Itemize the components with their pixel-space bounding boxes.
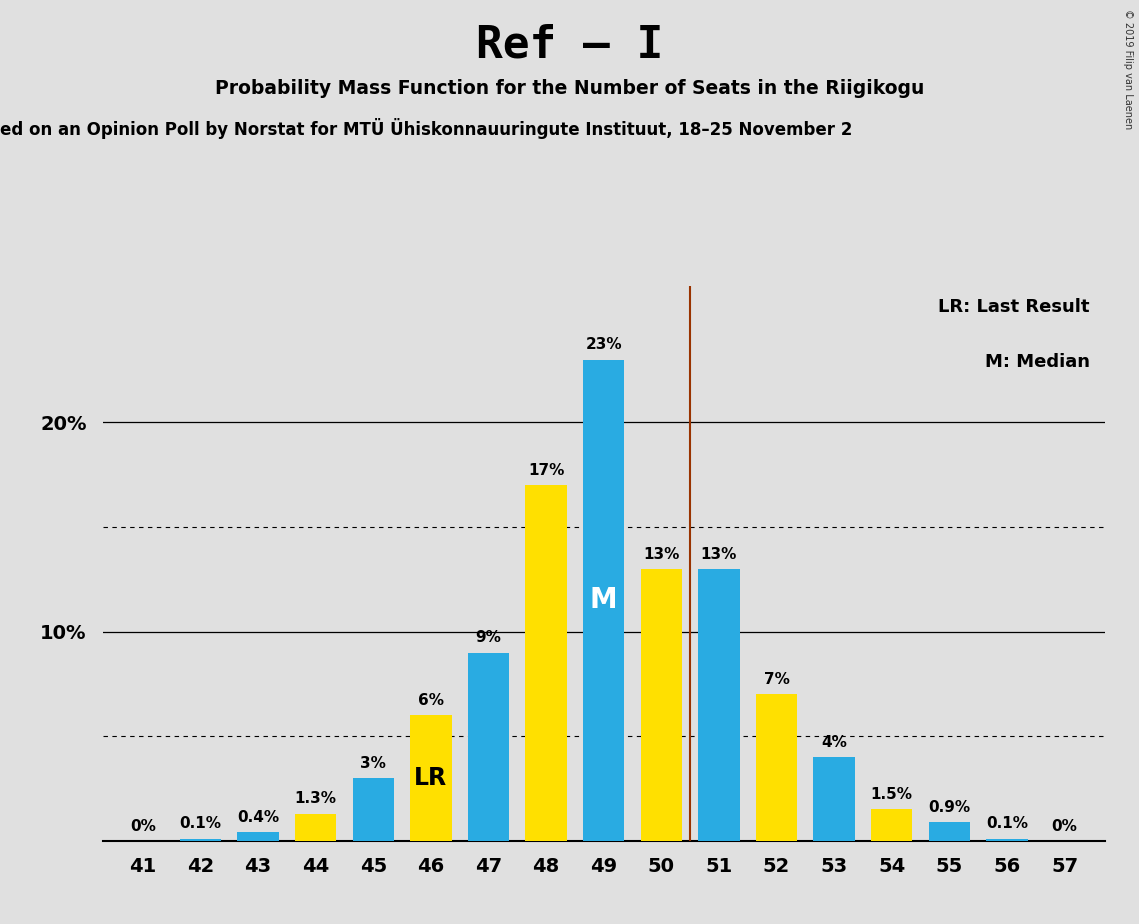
Text: 4%: 4% [821, 735, 847, 750]
Bar [295, 814, 336, 841]
Text: 3%: 3% [360, 756, 386, 771]
Text: 1.5%: 1.5% [870, 787, 912, 802]
Bar [410, 715, 451, 841]
Text: M: Median: M: Median [985, 353, 1090, 371]
Text: 13%: 13% [644, 547, 680, 562]
Text: ed on an Opinion Poll by Norstat for MTÜ Ühiskonnauuringute Instituut, 18–25 Nov: ed on an Opinion Poll by Norstat for MTÜ… [0, 118, 852, 140]
Text: 0.9%: 0.9% [928, 799, 970, 815]
Bar [525, 485, 567, 841]
Text: 23%: 23% [585, 337, 622, 352]
Text: 6%: 6% [418, 693, 444, 708]
Text: 0.1%: 0.1% [180, 817, 221, 832]
Text: 0.4%: 0.4% [237, 810, 279, 825]
Text: 0%: 0% [1051, 819, 1077, 833]
Bar [986, 839, 1027, 841]
Bar [352, 778, 394, 841]
Text: 9%: 9% [475, 630, 501, 645]
Bar [640, 569, 682, 841]
Bar [928, 822, 970, 841]
Bar [468, 652, 509, 841]
Bar [583, 359, 624, 841]
Text: 13%: 13% [700, 547, 737, 562]
Text: Ref – I: Ref – I [476, 23, 663, 67]
Bar [237, 833, 279, 841]
Text: 1.3%: 1.3% [295, 791, 337, 807]
Bar [756, 695, 797, 841]
Bar [813, 757, 855, 841]
Text: 7%: 7% [763, 672, 789, 687]
Text: © 2019 Filip van Laenen: © 2019 Filip van Laenen [1123, 9, 1133, 129]
Text: M: M [590, 586, 617, 614]
Text: 0.1%: 0.1% [986, 817, 1027, 832]
Bar [180, 839, 221, 841]
Text: 0%: 0% [130, 819, 156, 833]
Bar [871, 809, 912, 841]
Text: LR: Last Result: LR: Last Result [939, 298, 1090, 315]
Text: LR: LR [415, 766, 448, 790]
Text: Probability Mass Function for the Number of Seats in the Riigikogu: Probability Mass Function for the Number… [215, 79, 924, 98]
Bar [698, 569, 739, 841]
Text: 17%: 17% [527, 463, 564, 478]
